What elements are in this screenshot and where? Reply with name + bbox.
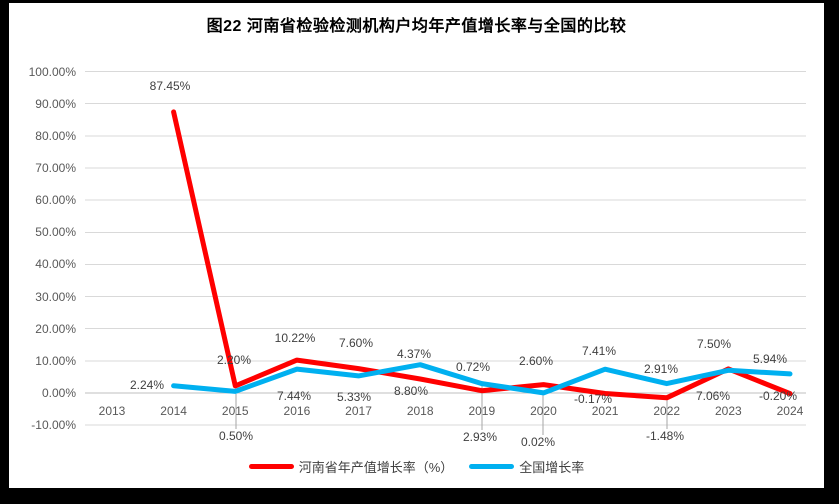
y-tick-label: 20.00% [35,321,76,336]
data-label-henan-2015: 2.20% [216,353,252,367]
x-tick-label-2024: 2024 [776,404,804,418]
data-label-henan-2014: 87.45% [149,79,191,93]
data-label-henan-2022: -1.48% [645,429,685,443]
x-tick-label-2017: 2017 [345,404,372,418]
data-label-national-2016: 7.44% [276,389,312,403]
data-label-henan-2016: 10.22% [274,331,316,345]
data-label-national-2022: 2.91% [643,362,679,376]
national-series-line [171,362,793,396]
y-tick-label: 40.00% [35,257,76,272]
x-tick-label-2022: 2022 [653,404,681,418]
data-label-national-2020: 0.02% [520,435,556,449]
henan-line-swatch-icon [248,463,294,469]
x-tick-label-2016: 2016 [283,404,311,418]
data-label-national-2014: 2.24% [129,378,165,392]
data-label-national-2019: 2.93% [462,430,498,444]
x-tick-label-2015: 2015 [221,404,249,418]
chart-panel [9,3,824,488]
data-label-henan-2023: 7.50% [696,337,732,351]
national-line-swatch-icon [469,463,515,469]
x-tick-label-2020: 2020 [530,404,557,418]
data-label-national-2017: 5.33% [336,390,372,404]
legend-label-national: 全国增长率 [519,459,585,475]
y-tick-label: -10.00% [31,418,76,433]
y-tick-label: 30.00% [35,289,76,304]
data-label-henan-2020: 2.60% [518,354,554,368]
chart-title: 图22 河南省检验检测机构户均年产值增长率与全国的比较 [206,18,627,35]
y-tick-label: 80.00% [35,128,76,143]
data-label-henan-2019: 0.72% [455,360,491,374]
y-tick-label: 90.00% [35,96,76,111]
y-tick-label: 100.00% [28,64,76,79]
henan-series-line [171,109,793,401]
y-tick-label: 70.00% [35,160,76,175]
data-label-national-2018: 8.80% [393,384,429,398]
data-label-national-2024: 5.94% [752,352,788,366]
legend: 河南省年产值增长率（%） 全国增长率 [9,457,824,476]
x-tick-label-2023: 2023 [715,404,742,418]
y-tick-label: 0.00% [41,386,76,400]
data-label-national-2015: 0.50% [218,429,254,443]
y-tick-label: 50.00% [35,225,76,240]
data-label-henan-2017: 7.60% [338,336,374,350]
x-tick-label-2014: 2014 [160,404,187,418]
data-label-henan-2024: -0.20% [758,389,798,403]
data-label-national-2021: 7.41% [581,344,617,358]
data-label-national-2023: 7.06% [695,389,731,403]
x-tick-label-2018: 2018 [406,404,434,418]
x-tick-label-2013: 2013 [98,404,126,418]
data-label-henan-2018: 4.37% [396,347,432,361]
legend-item-henan: 河南省年产值增长率（%） [248,457,454,476]
x-tick-label-2019: 2019 [468,404,496,418]
data-label-henan-2021: -0.17% [573,392,613,406]
x-tick-label-2021: 2021 [591,404,619,418]
legend-item-national: 全国增长率 [469,457,584,476]
legend-label-henan: 河南省年产值增长率（%） [298,459,454,475]
y-tick-label: 10.00% [35,353,76,368]
y-tick-label: 60.00% [35,193,76,208]
